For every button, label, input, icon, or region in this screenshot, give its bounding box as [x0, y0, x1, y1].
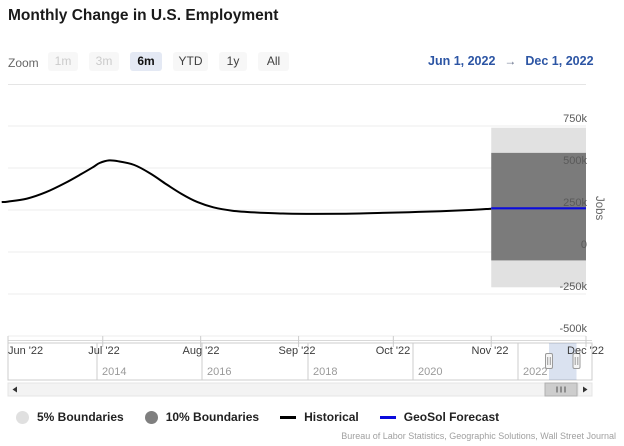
x-tick-oct22: Oct '22	[375, 345, 411, 357]
x-tick-jul22: Jul '22	[88, 345, 120, 357]
band-swatch-icon	[144, 410, 158, 424]
y-tick-n250k: -250k	[559, 281, 587, 293]
legend-item-5pct-boundaries[interactable]: 5% Boundaries	[16, 410, 124, 424]
range-to-input[interactable]: Dec 1, 2022	[525, 54, 594, 68]
legend-item-geosol-forecast[interactable]: GeoSol Forecast	[379, 410, 499, 424]
range-arrow-icon: →	[504, 54, 517, 68]
line-swatch-icon	[379, 415, 396, 419]
chart-legend: 5% Boundaries 10% Boundaries Historical …	[16, 408, 499, 426]
scroll-right-arrow-icon[interactable]	[583, 386, 588, 393]
x-tick-jun22: Jun '22	[8, 345, 44, 357]
y-tick-250k: 250k	[563, 197, 587, 209]
x-tick-aug22: Aug '22	[182, 345, 220, 357]
y-tick-750k: 750k	[563, 113, 587, 125]
zoom-button-6m[interactable]: 6m	[130, 52, 162, 71]
zoom-button-3m[interactable]: 3m	[89, 52, 119, 71]
navigator-year-label: 2022	[523, 366, 548, 378]
navigator-outline[interactable]	[7, 342, 593, 381]
navigator-year-label: 2016	[207, 366, 232, 378]
date-range-selector: Jun 1, 2022 → Dec 1, 2022	[428, 54, 594, 68]
header-divider	[8, 84, 586, 85]
navigator-year-label: 2014	[102, 366, 127, 378]
y-axis-title: Jobs	[593, 196, 605, 221]
y-tick-n500k: -500k	[559, 323, 587, 335]
x-tick-dec22: Dec '22	[567, 345, 604, 357]
zoom-button-1m[interactable]: 1m	[48, 52, 78, 71]
legend-item-10pct-boundaries[interactable]: 10% Boundaries	[144, 410, 259, 424]
x-tick-nov22: Nov '22	[471, 345, 509, 357]
navigator-year-label: 2020	[418, 366, 443, 378]
y-tick-500k: 500k	[563, 155, 587, 167]
scrollbar-track[interactable]	[7, 382, 593, 397]
y-tick-0: 0	[580, 239, 587, 251]
zoom-button-ytd[interactable]: YTD	[173, 52, 208, 71]
x-tick-sep22: Sep '22	[278, 345, 316, 357]
range-from-input[interactable]: Jun 1, 2022	[428, 54, 496, 68]
source-attribution: Bureau of Labor Statistics, Geographic S…	[341, 431, 616, 441]
zoom-button-all[interactable]: All	[258, 52, 289, 71]
legend-item-historical[interactable]: Historical	[280, 410, 359, 424]
navigator-selected-mask[interactable]	[549, 343, 577, 380]
zoom-button-group: 1m 3m 6m YTD 1y All	[48, 52, 289, 71]
historical-line	[1, 159, 492, 215]
band-swatch-icon	[16, 410, 29, 424]
zoom-button-1y[interactable]: 1y	[219, 52, 247, 71]
chart-title: Monthly Change in U.S. Employment	[8, 7, 279, 24]
line-swatch-icon	[280, 415, 297, 419]
scroll-left-arrow-icon[interactable]	[12, 386, 18, 393]
band-10pct-band	[491, 152, 586, 261]
navigator-year-label: 2018	[313, 366, 338, 378]
zoom-range-label: Zoom	[8, 56, 39, 70]
